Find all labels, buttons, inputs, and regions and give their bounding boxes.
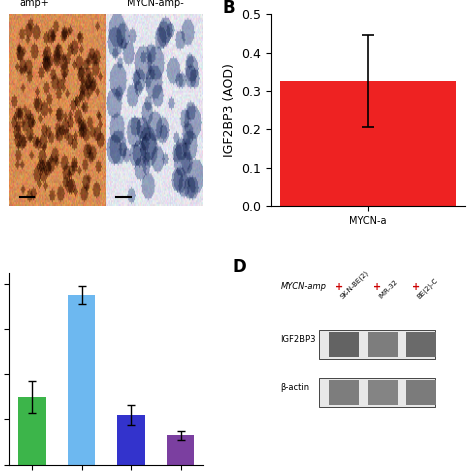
Text: β-actin: β-actin	[281, 383, 310, 392]
Text: amp+: amp+	[19, 0, 49, 8]
Bar	[319, 330, 436, 359]
Text: MYCN-amp: MYCN-amp	[281, 283, 327, 292]
Text: MYCN-amp-: MYCN-amp-	[127, 0, 183, 8]
Bar	[118, 415, 145, 465]
Text: IMR-32: IMR-32	[377, 279, 399, 300]
Bar	[167, 435, 194, 465]
Bar	[68, 295, 95, 465]
Text: BE(2)-C: BE(2)-C	[416, 277, 439, 301]
Text: SK-N-BE(2): SK-N-BE(2)	[338, 270, 370, 301]
Bar	[280, 81, 456, 206]
Text: B: B	[222, 0, 235, 17]
Text: +: +	[335, 283, 343, 292]
Text: IGF2BP3: IGF2BP3	[281, 336, 316, 345]
Text: D: D	[232, 257, 246, 275]
Bar	[18, 397, 46, 465]
Y-axis label: IGF2BP3 (AOD): IGF2BP3 (AOD)	[223, 63, 236, 157]
Bar	[319, 378, 436, 407]
Text: +: +	[374, 283, 382, 292]
Text: +: +	[412, 283, 420, 292]
